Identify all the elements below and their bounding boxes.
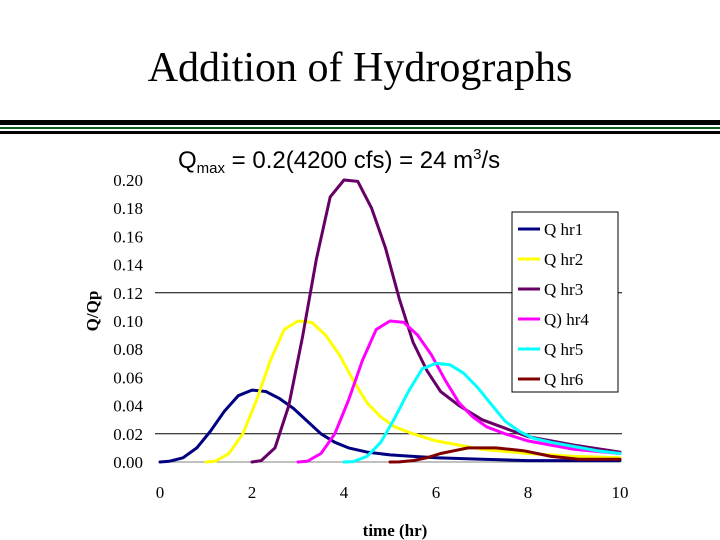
x-tick-label: 4 bbox=[340, 483, 349, 502]
series-line-4 bbox=[296, 319, 622, 464]
x-tick-label: 10 bbox=[612, 483, 629, 502]
y-tick-label: 0.08 bbox=[113, 340, 143, 359]
legend-label-2: Q hr2 bbox=[544, 250, 583, 269]
series-line-5 bbox=[342, 361, 622, 464]
y-tick-label: 0.14 bbox=[113, 256, 143, 275]
formula-subscript: max bbox=[196, 160, 226, 177]
y-tick-label: 0.00 bbox=[113, 453, 143, 472]
y-axis-label: Q/Qp bbox=[83, 291, 102, 332]
slide-title: Addition of Hydrographs bbox=[147, 45, 573, 91]
series-line-3 bbox=[250, 178, 622, 464]
series-line-6 bbox=[388, 446, 622, 464]
formula-body: = 0.2(4200 cfs) = 24 m bbox=[225, 147, 474, 174]
x-tick-label: 6 bbox=[432, 483, 441, 502]
title-divider-top bbox=[0, 120, 720, 125]
formula-superscript: 3 bbox=[473, 146, 482, 163]
x-tick-label: 0 bbox=[156, 483, 165, 502]
y-tick-label: 0.04 bbox=[113, 397, 143, 416]
legend-label-4: Q) hr4 bbox=[544, 310, 589, 329]
legend-label-3: Q hr3 bbox=[544, 280, 583, 299]
y-tick-label: 0.16 bbox=[113, 227, 143, 246]
x-axis-label: time (hr) bbox=[363, 521, 428, 540]
formula-tail: /s bbox=[481, 147, 501, 174]
x-tick-label: 2 bbox=[248, 483, 257, 502]
y-tick-label: 0.10 bbox=[113, 312, 143, 331]
qmax-formula: Qmax = 0.2(4200 cfs) = 24 m3/s bbox=[178, 146, 500, 177]
y-tick-label: 0.20 bbox=[113, 171, 143, 190]
legend-label-1: Q hr1 bbox=[544, 220, 583, 239]
legend-label-5: Q hr5 bbox=[544, 340, 583, 359]
y-tick-label: 0.18 bbox=[113, 199, 143, 218]
y-tick-label: 0.12 bbox=[113, 284, 143, 303]
y-tick-label: 0.02 bbox=[113, 425, 143, 444]
legend-box bbox=[511, 211, 619, 393]
y-tick-label: 0.06 bbox=[113, 368, 143, 387]
title-divider-bottom bbox=[0, 131, 720, 134]
legend-label-6: Q hr6 bbox=[544, 370, 583, 389]
formula-q: Q bbox=[178, 147, 197, 174]
tick-layer: 0.00 0.02 0.04 0.06 0.08 0.10 0.12 0.14 0.16 0.18… bbox=[113, 171, 628, 502]
legend: Q hr1 Q hr2 Q hr3 Q) hr4 Q hr5 Q hr6 bbox=[511, 211, 619, 393]
title-divider-middle bbox=[0, 127, 720, 129]
x-tick-label: 8 bbox=[524, 483, 533, 502]
series-layer bbox=[158, 178, 622, 464]
